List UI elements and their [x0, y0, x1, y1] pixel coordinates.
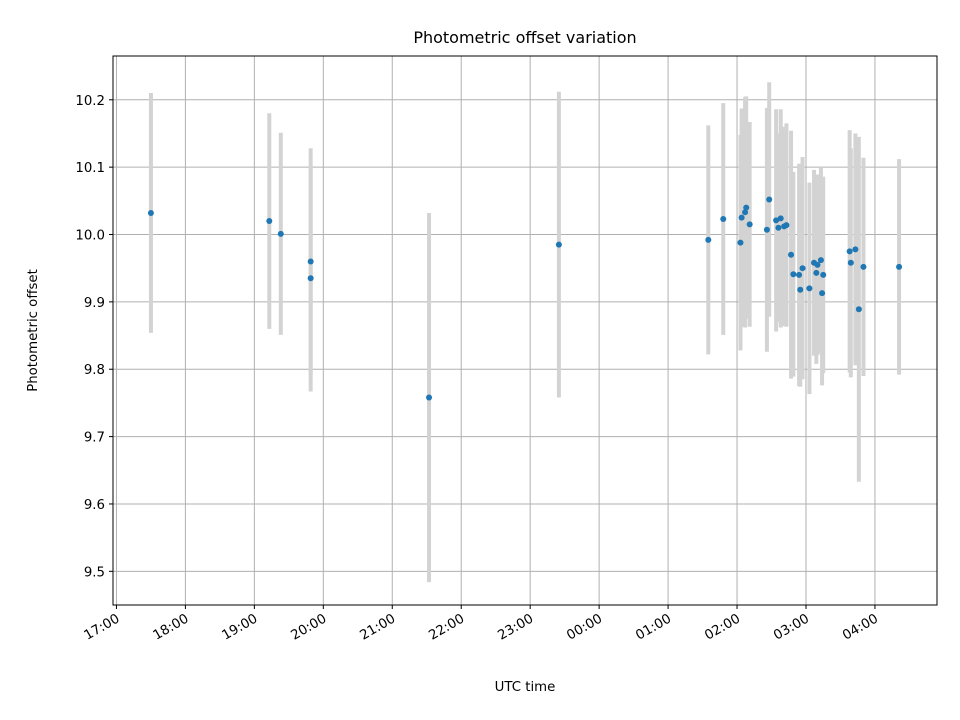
data-point: [847, 259, 854, 266]
y-tick-label: 9.7: [84, 431, 105, 446]
x-tick-label: 19:00: [220, 611, 261, 643]
x-tick-label: 17:00: [82, 611, 123, 643]
data-point: [896, 263, 903, 270]
plot-frame: [112, 55, 938, 606]
data-point: [555, 241, 562, 248]
y-axis-label: Photometric offset: [26, 269, 41, 392]
data-point: [147, 209, 154, 216]
data-point: [817, 257, 824, 264]
data-point: [307, 275, 314, 282]
x-tick-label: 22:00: [427, 611, 468, 643]
data-point: [819, 290, 826, 297]
data-point: [766, 196, 773, 203]
data-point: [307, 258, 314, 265]
x-tick-label: 21:00: [358, 611, 399, 643]
data-point: [855, 306, 862, 313]
data-point: [799, 265, 806, 272]
x-axis-ticks: 17:00 18:00 19:00 20:00 21:00 22:00 23:00 00:00…: [82, 605, 881, 644]
data-point: [705, 236, 712, 243]
data-point: [860, 263, 867, 270]
data-point: [266, 218, 273, 225]
y-tick-label: 10.0: [75, 229, 105, 244]
y-tick-label: 10.1: [75, 161, 105, 176]
data-point: [813, 269, 820, 276]
data-point: [790, 271, 797, 278]
y-tick-label: 10.2: [75, 94, 105, 109]
y-axis-ticks: 9.5 9.6 9.7 9.8 9.9 10.0 10.1 10.2: [75, 94, 113, 580]
y-tick-label: 9.6: [84, 498, 105, 513]
data-point: [775, 224, 782, 231]
y-tick-label: 9.5: [84, 565, 105, 580]
y-tick-label: 9.8: [84, 363, 105, 378]
data-point: [720, 216, 727, 223]
data-point: [814, 261, 821, 268]
x-tick-label: 18:00: [151, 611, 192, 643]
data-point: [743, 204, 750, 211]
x-tick-label: 20:00: [289, 611, 330, 643]
data-point: [852, 246, 859, 253]
x-tick-label: 04:00: [840, 611, 881, 643]
data-point: [797, 286, 804, 293]
error-bars: [148, 82, 902, 583]
data-point: [796, 271, 803, 278]
x-tick-label: 03:00: [771, 611, 812, 643]
data-point: [846, 248, 853, 255]
data-points: [147, 196, 903, 401]
grid-lines: [113, 56, 937, 605]
x-tick-label: 01:00: [633, 611, 674, 643]
data-point: [737, 239, 744, 246]
data-point: [742, 209, 749, 216]
data-point: [277, 230, 284, 237]
data-point: [783, 222, 790, 229]
x-axis-label: UTC time: [495, 680, 556, 695]
data-point: [738, 214, 745, 221]
x-tick-label: 23:00: [495, 611, 536, 643]
data-point: [763, 226, 770, 233]
data-point: [788, 251, 795, 258]
x-tick-label: 00:00: [564, 611, 605, 643]
data-point: [820, 271, 827, 278]
data-point: [746, 221, 753, 228]
chart-title: Photometric offset variation: [413, 28, 636, 47]
data-point: [777, 215, 784, 222]
y-tick-label: 9.9: [84, 296, 105, 311]
data-point: [426, 394, 433, 401]
data-point: [773, 217, 780, 224]
data-point: [806, 285, 813, 292]
x-tick-label: 02:00: [702, 611, 743, 643]
